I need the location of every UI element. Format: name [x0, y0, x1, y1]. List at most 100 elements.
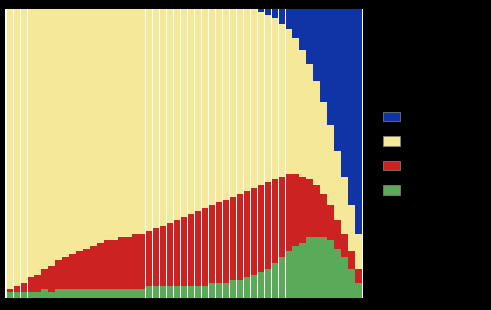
Bar: [146, 9, 153, 231]
Bar: [355, 283, 362, 298]
Bar: [62, 9, 69, 257]
Bar: [55, 289, 62, 298]
Bar: [27, 292, 34, 298]
Bar: [278, 24, 285, 176]
Bar: [6, 292, 13, 298]
Bar: [160, 286, 166, 298]
Bar: [104, 289, 110, 298]
Bar: [181, 217, 188, 286]
Bar: [188, 286, 194, 298]
Bar: [69, 289, 76, 298]
Bar: [341, 234, 348, 257]
Bar: [313, 81, 320, 185]
Bar: [97, 289, 104, 298]
Bar: [244, 9, 250, 191]
Bar: [27, 277, 34, 292]
Bar: [293, 246, 299, 298]
Bar: [216, 202, 222, 283]
Bar: [230, 197, 236, 280]
Bar: [104, 240, 110, 289]
Bar: [278, 257, 285, 298]
Bar: [313, 237, 320, 298]
Bar: [272, 9, 278, 18]
Bar: [258, 9, 264, 12]
Bar: [216, 9, 222, 202]
Bar: [355, 234, 362, 269]
Bar: [76, 9, 82, 251]
Bar: [90, 289, 97, 298]
Bar: [83, 9, 90, 249]
Bar: [293, 174, 299, 246]
Bar: [167, 286, 173, 298]
Bar: [244, 277, 250, 298]
Bar: [195, 9, 201, 211]
Bar: [265, 182, 271, 269]
Bar: [34, 9, 41, 275]
Bar: [313, 185, 320, 237]
Bar: [258, 185, 264, 272]
Bar: [258, 12, 264, 185]
Bar: [300, 176, 306, 243]
Bar: [237, 280, 243, 298]
Bar: [327, 205, 334, 240]
Bar: [132, 9, 138, 234]
Legend: , , , : , , ,: [382, 112, 408, 195]
Bar: [321, 194, 327, 237]
Bar: [139, 9, 145, 234]
Bar: [111, 289, 118, 298]
Bar: [334, 9, 341, 151]
Bar: [223, 283, 229, 298]
Bar: [97, 243, 104, 289]
Bar: [293, 9, 299, 38]
Bar: [160, 225, 166, 286]
Bar: [90, 246, 97, 289]
Bar: [286, 29, 292, 174]
Bar: [272, 179, 278, 263]
Bar: [167, 9, 173, 223]
Bar: [111, 9, 118, 240]
Bar: [327, 240, 334, 298]
Bar: [355, 9, 362, 234]
Bar: [188, 214, 194, 286]
Bar: [21, 9, 27, 283]
Bar: [341, 176, 348, 234]
Bar: [195, 211, 201, 286]
Bar: [41, 269, 48, 289]
Bar: [49, 9, 55, 266]
Bar: [62, 289, 69, 298]
Bar: [300, 9, 306, 50]
Bar: [223, 200, 229, 283]
Bar: [174, 9, 180, 220]
Bar: [202, 9, 208, 208]
Bar: [306, 64, 313, 179]
Bar: [278, 9, 285, 24]
Bar: [34, 275, 41, 292]
Bar: [97, 9, 104, 243]
Bar: [55, 9, 62, 260]
Bar: [132, 234, 138, 289]
Bar: [146, 286, 153, 298]
Bar: [188, 9, 194, 214]
Bar: [69, 9, 76, 254]
Bar: [34, 292, 41, 298]
Bar: [202, 208, 208, 286]
Bar: [104, 9, 110, 240]
Bar: [174, 220, 180, 286]
Bar: [306, 179, 313, 237]
Bar: [327, 9, 334, 125]
Bar: [272, 263, 278, 298]
Bar: [14, 292, 20, 298]
Bar: [258, 272, 264, 298]
Bar: [250, 9, 257, 188]
Bar: [139, 234, 145, 289]
Bar: [327, 125, 334, 205]
Bar: [49, 292, 55, 298]
Bar: [167, 223, 173, 286]
Bar: [118, 289, 125, 298]
Bar: [300, 243, 306, 298]
Bar: [14, 9, 20, 286]
Bar: [250, 188, 257, 275]
Bar: [83, 249, 90, 289]
Bar: [146, 231, 153, 286]
Bar: [348, 251, 355, 269]
